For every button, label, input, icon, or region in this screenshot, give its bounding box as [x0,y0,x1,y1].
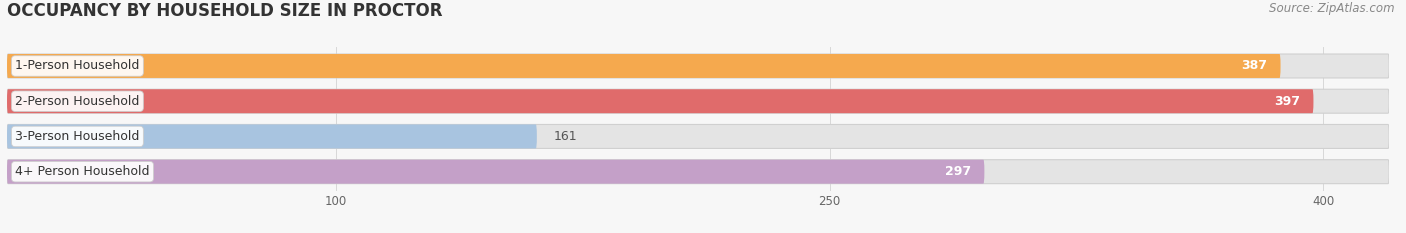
FancyBboxPatch shape [7,54,1389,78]
FancyBboxPatch shape [7,89,1313,113]
FancyBboxPatch shape [7,89,1389,113]
Text: 2-Person Household: 2-Person Household [15,95,139,108]
Text: Source: ZipAtlas.com: Source: ZipAtlas.com [1270,2,1395,15]
Text: 397: 397 [1274,95,1301,108]
FancyBboxPatch shape [7,160,1389,184]
FancyBboxPatch shape [7,54,1281,78]
FancyBboxPatch shape [7,124,537,148]
Text: OCCUPANCY BY HOUSEHOLD SIZE IN PROCTOR: OCCUPANCY BY HOUSEHOLD SIZE IN PROCTOR [7,2,443,20]
Text: 297: 297 [945,165,972,178]
Text: 4+ Person Household: 4+ Person Household [15,165,150,178]
FancyBboxPatch shape [7,124,1389,148]
FancyBboxPatch shape [7,160,984,184]
Text: 1-Person Household: 1-Person Household [15,59,139,72]
Text: 161: 161 [554,130,576,143]
Text: 387: 387 [1241,59,1267,72]
Text: 3-Person Household: 3-Person Household [15,130,139,143]
